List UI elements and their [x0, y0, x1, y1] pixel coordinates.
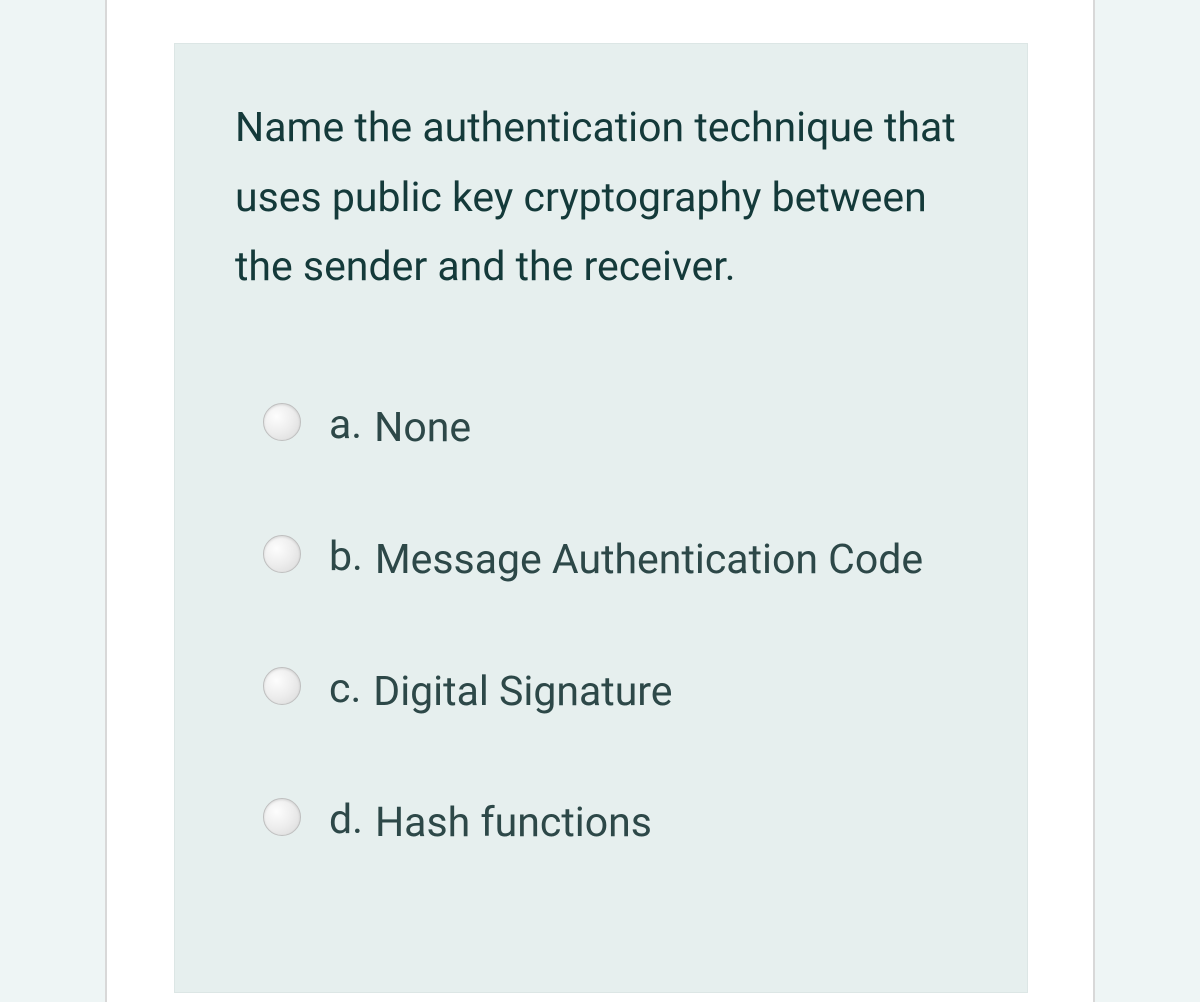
option-text-c: Digital Signature — [373, 657, 672, 729]
option-d[interactable]: d. Hash functions — [263, 788, 967, 860]
options-container: a. None b. Message Authentication Code c… — [235, 393, 967, 860]
card-wrapper: Name the authentication technique that u… — [105, 0, 1095, 1002]
option-letter-c: c. — [329, 657, 361, 723]
radio-icon[interactable] — [263, 798, 301, 836]
option-label: b. Message Authentication Code — [329, 525, 923, 597]
option-text-d: Hash functions — [375, 788, 652, 860]
option-c[interactable]: c. Digital Signature — [263, 657, 967, 729]
option-a[interactable]: a. None — [263, 393, 967, 465]
option-label: d. Hash functions — [329, 788, 652, 860]
option-text-a: None — [374, 393, 471, 465]
question-card: Name the authentication technique that u… — [174, 43, 1028, 993]
radio-icon[interactable] — [263, 667, 301, 705]
radio-icon[interactable] — [263, 535, 301, 573]
option-letter-a: a. — [329, 393, 362, 459]
option-b[interactable]: b. Message Authentication Code — [263, 525, 967, 597]
option-letter-b: b. — [329, 525, 363, 591]
page-container: Name the authentication technique that u… — [0, 0, 1200, 1002]
question-text: Name the authentication technique that u… — [235, 94, 967, 303]
option-label: c. Digital Signature — [329, 657, 673, 729]
option-letter-d: d. — [329, 788, 363, 854]
radio-icon[interactable] — [263, 403, 301, 441]
option-label: a. None — [329, 393, 471, 465]
option-text-b: Message Authentication Code — [375, 525, 923, 597]
